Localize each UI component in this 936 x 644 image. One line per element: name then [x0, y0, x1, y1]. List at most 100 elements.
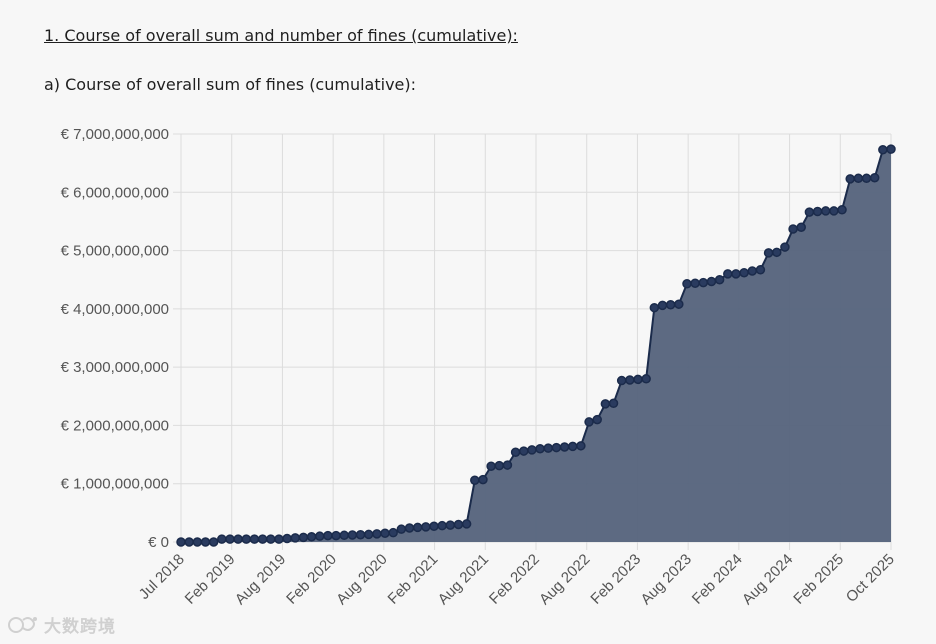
data-point[interactable]: [282, 533, 292, 544]
data-point[interactable]: [461, 519, 472, 529]
data-point[interactable]: [796, 222, 806, 233]
data-point[interactable]: [592, 414, 602, 425]
data-point[interactable]: [804, 207, 815, 217]
data-point[interactable]: [682, 279, 692, 289]
data-point[interactable]: [306, 532, 317, 542]
data-point[interactable]: [674, 299, 684, 309]
data-point[interactable]: [274, 534, 284, 544]
data-point[interactable]: [510, 447, 521, 457]
data-point[interactable]: [665, 300, 676, 310]
data-point[interactable]: [314, 531, 325, 541]
y-tick-label: € 7,000,000,000: [61, 126, 169, 143]
x-tick-label: Jul 2018: [136, 551, 188, 603]
x-tick-label: Aug 2023: [638, 551, 695, 608]
data-point[interactable]: [363, 529, 374, 540]
x-tick-label: Aug 2024: [739, 551, 796, 608]
data-point[interactable]: [266, 534, 276, 544]
data-point[interactable]: [388, 527, 398, 538]
data-point[interactable]: [714, 274, 725, 285]
data-point[interactable]: [820, 206, 831, 216]
data-point[interactable]: [527, 445, 537, 455]
data-point[interactable]: [535, 443, 545, 454]
data-point[interactable]: [861, 173, 872, 184]
data-point[interactable]: [559, 442, 570, 452]
data-point[interactable]: [543, 443, 553, 453]
y-tick-label: € 3,000,000,000: [61, 359, 169, 376]
data-point[interactable]: [241, 534, 252, 544]
data-point[interactable]: [200, 537, 211, 547]
data-point[interactable]: [453, 519, 464, 530]
data-point[interactable]: [323, 530, 333, 541]
data-point[interactable]: [404, 523, 415, 533]
data-point[interactable]: [502, 460, 513, 470]
data-point[interactable]: [290, 533, 301, 543]
data-point[interactable]: [657, 300, 668, 311]
data-point[interactable]: [421, 522, 431, 532]
data-point[interactable]: [584, 417, 594, 427]
data-point[interactable]: [747, 266, 758, 276]
y-axis-labels: € 0 € 1,000,000,000 € 2,000,000,000 € 3,000…: [61, 126, 169, 551]
data-point[interactable]: [429, 521, 439, 532]
data-point[interactable]: [249, 534, 260, 544]
x-tick-label: Feb 2020: [283, 551, 340, 608]
data-point[interactable]: [625, 375, 635, 385]
data-point[interactable]: [233, 534, 243, 544]
data-point[interactable]: [608, 398, 619, 409]
data-point[interactable]: [845, 174, 855, 184]
data-point[interactable]: [437, 520, 447, 531]
series-area: [181, 149, 891, 542]
data-point[interactable]: [641, 374, 651, 384]
data-point[interactable]: [706, 276, 717, 287]
data-point[interactable]: [519, 446, 529, 456]
data-point[interactable]: [690, 278, 700, 288]
data-point[interactable]: [339, 530, 349, 541]
data-point[interactable]: [616, 375, 627, 386]
data-point[interactable]: [780, 242, 790, 252]
y-tick-label: € 4,000,000,000: [61, 301, 169, 318]
data-point[interactable]: [829, 206, 839, 216]
data-point[interactable]: [763, 248, 774, 258]
data-point[interactable]: [372, 529, 382, 539]
data-point[interactable]: [331, 530, 341, 541]
data-point[interactable]: [633, 374, 643, 385]
data-point[interactable]: [396, 524, 407, 534]
data-point[interactable]: [723, 269, 733, 279]
data-point[interactable]: [176, 537, 186, 547]
data-point[interactable]: [298, 532, 309, 543]
data-point[interactable]: [788, 224, 798, 234]
section-heading: 1. Course of overall sum and number of f…: [44, 26, 518, 45]
data-point[interactable]: [208, 537, 219, 547]
data-point[interactable]: [698, 277, 709, 288]
data-point[interactable]: [755, 265, 766, 275]
data-point[interactable]: [412, 522, 423, 533]
data-point[interactable]: [837, 205, 847, 215]
data-point[interactable]: [470, 475, 480, 485]
data-point[interactable]: [886, 144, 896, 154]
data-point[interactable]: [192, 537, 203, 547]
data-point[interactable]: [869, 172, 880, 183]
data-point[interactable]: [225, 534, 235, 544]
data-point[interactable]: [853, 173, 864, 184]
data-point[interactable]: [184, 537, 194, 547]
data-point[interactable]: [494, 460, 505, 471]
data-point[interactable]: [257, 534, 268, 544]
cumulative-fines-chart: € 0 € 1,000,000,000 € 2,000,000,000 € 3,000…: [61, 126, 898, 608]
data-point[interactable]: [739, 267, 749, 278]
data-point[interactable]: [576, 441, 586, 451]
data-point[interactable]: [347, 530, 358, 540]
data-point[interactable]: [878, 144, 888, 155]
data-point[interactable]: [486, 461, 496, 471]
data-point[interactable]: [445, 520, 456, 530]
data-point[interactable]: [771, 247, 782, 258]
data-point[interactable]: [217, 534, 227, 544]
data-point[interactable]: [731, 269, 741, 279]
data-point[interactable]: [600, 399, 611, 409]
data-point[interactable]: [355, 529, 366, 540]
data-point[interactable]: [380, 528, 390, 539]
data-point[interactable]: [649, 302, 660, 313]
data-point[interactable]: [567, 441, 578, 452]
data-point[interactable]: [551, 442, 562, 453]
data-point[interactable]: [812, 206, 823, 217]
data-point[interactable]: [478, 474, 488, 485]
